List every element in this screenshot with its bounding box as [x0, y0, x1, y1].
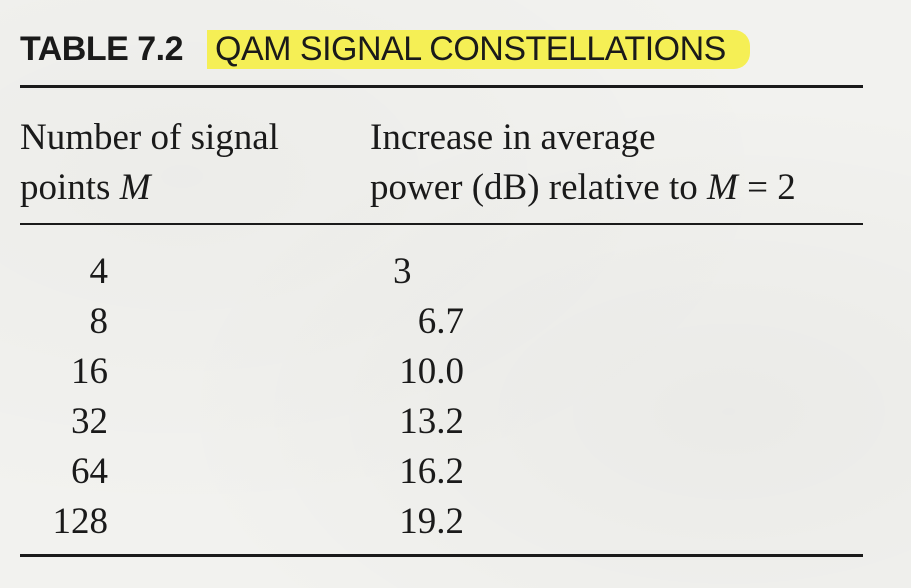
cell-m: 8 — [89, 301, 109, 342]
column-header-m: Number of signal points M — [20, 113, 279, 213]
bottom-rule — [20, 554, 863, 557]
cell-power: 16.2 — [399, 451, 464, 492]
table-row: 64 16.2 — [0, 447, 911, 497]
cell-power: 6.7 — [417, 301, 464, 342]
cell-power: 3 — [393, 251, 412, 292]
table-row: 8 6.7 — [0, 297, 911, 347]
cell-m: 128 — [52, 501, 109, 542]
table-number: TABLE 7.2 — [20, 29, 184, 68]
column-header-power-line1: Increase in average — [370, 117, 656, 158]
column-header-power: Increase in average power (dB) relative … — [370, 113, 796, 213]
table-body: 4 3 8 6.7 16 10.0 32 13.2 64 16.2 128 19… — [0, 247, 911, 547]
table-row: 4 3 — [0, 247, 911, 297]
cell-m: 64 — [71, 451, 108, 492]
column-header-m-line2: points M — [20, 167, 151, 208]
cell-power: 19.2 — [399, 501, 464, 542]
top-rule — [20, 85, 863, 88]
cell-m: 4 — [89, 251, 109, 292]
cell-m: 16 — [71, 351, 108, 392]
header-rule — [20, 223, 863, 225]
table-title-highlighted: QAM SIGNAL CONSTELLATIONS — [207, 29, 750, 69]
table-caption: TABLE 7.2 QAM SIGNAL CONSTELLATIONS — [20, 24, 750, 74]
column-header-power-line2: power (dB) relative to M = 2 — [370, 167, 796, 208]
cell-power: 13.2 — [399, 401, 464, 442]
cell-power: 10.0 — [399, 351, 464, 392]
column-header-m-line1: Number of signal — [20, 117, 279, 158]
table-row: 128 19.2 — [0, 497, 911, 547]
cell-m: 32 — [71, 401, 108, 442]
table-row: 32 13.2 — [0, 397, 911, 447]
table-row: 16 10.0 — [0, 347, 911, 397]
